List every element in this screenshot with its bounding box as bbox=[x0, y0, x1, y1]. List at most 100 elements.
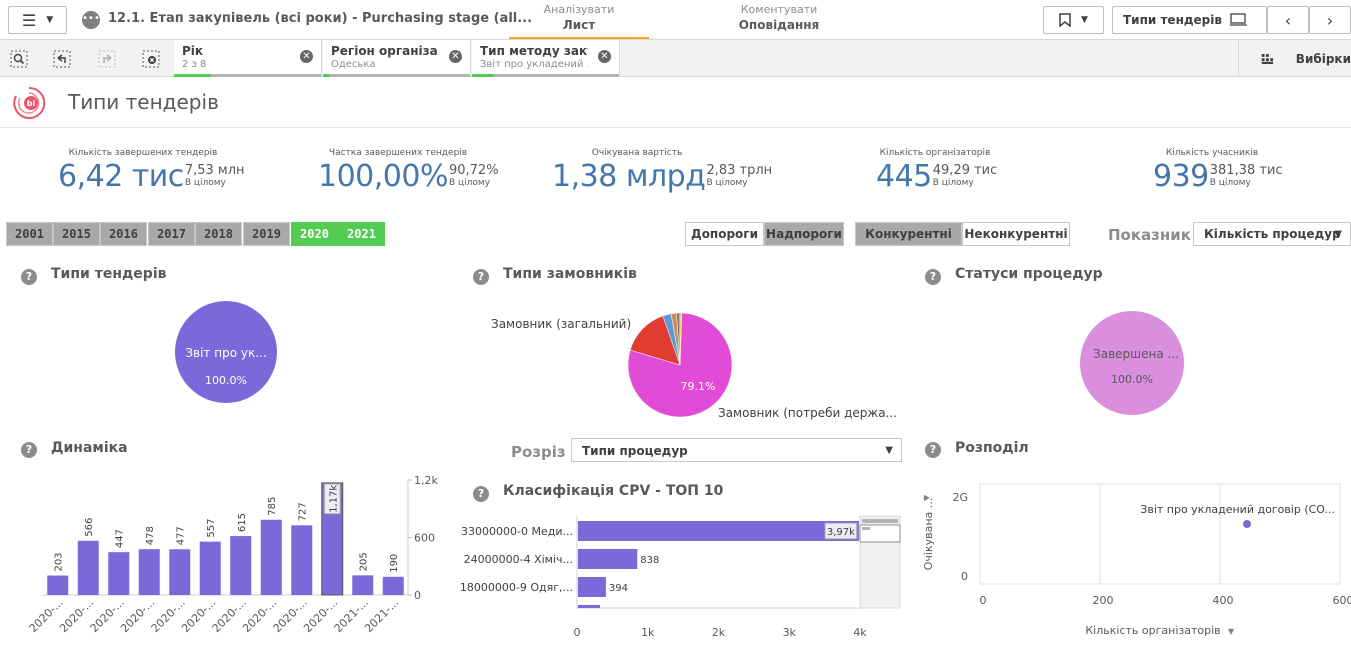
chip-field-name: Тип методу заку... bbox=[480, 44, 588, 58]
smart-search-button[interactable] bbox=[8, 48, 30, 70]
kpi-value: 445 bbox=[876, 159, 932, 194]
scatter-point[interactable] bbox=[1243, 520, 1251, 528]
kpi-total: 7,53 млн bbox=[184, 163, 245, 178]
bar-value-label: 838 bbox=[640, 555, 659, 566]
pie-slice[interactable] bbox=[629, 315, 681, 366]
kpi-total: 90,72% bbox=[448, 163, 499, 178]
bar[interactable] bbox=[230, 536, 252, 595]
close-icon[interactable]: ✕ bbox=[300, 50, 313, 63]
year-button-2021[interactable]: 2021 bbox=[338, 222, 385, 246]
help-icon[interactable]: ? bbox=[473, 269, 489, 285]
non-competitive-button[interactable]: Неконкурентні bbox=[962, 222, 1070, 246]
kpi-participants: Кількість учасників 939 381,38 тис В цілом… bbox=[1153, 148, 1283, 194]
selections-tool-button[interactable]: Вибірки bbox=[1238, 40, 1351, 77]
year-button-2017[interactable]: 2017 bbox=[148, 222, 195, 246]
selection-chip-region[interactable]: Регіон організа... Одеська ✕ bbox=[323, 40, 471, 77]
close-icon[interactable]: ✕ bbox=[449, 50, 462, 63]
bar[interactable] bbox=[352, 575, 374, 595]
plot-area bbox=[979, 483, 1341, 585]
sheet-title: Типи тендерів bbox=[68, 90, 219, 114]
previous-sheet-button[interactable]: ‹ bbox=[1267, 6, 1309, 34]
search-selection-icon bbox=[10, 50, 28, 68]
kpi-value: 939 bbox=[1153, 159, 1209, 194]
pie-slice[interactable] bbox=[1080, 311, 1184, 415]
x-axis-label[interactable]: Кількість організаторів bbox=[1085, 624, 1220, 637]
bar-value-label: 203 bbox=[54, 552, 65, 571]
panel-title-customer-types: Типи замовників bbox=[503, 266, 637, 282]
year-button-2016[interactable]: 2016 bbox=[100, 222, 147, 246]
chevron-down-icon[interactable]: ▼ bbox=[1228, 627, 1235, 636]
bar-value-label: 3,97k bbox=[827, 527, 855, 538]
pie-slice[interactable] bbox=[679, 312, 683, 366]
chevron-down-icon: ▼ bbox=[1334, 229, 1342, 240]
x-tick-label: 1k bbox=[641, 626, 655, 639]
help-icon[interactable]: ? bbox=[473, 486, 489, 502]
global-menu-button[interactable]: ☰ ▼ bbox=[8, 6, 67, 34]
pie-slice[interactable] bbox=[175, 301, 277, 403]
bar[interactable] bbox=[260, 519, 282, 595]
app-icon: ••• bbox=[82, 11, 100, 29]
panel-title-dynamics: Динаміка bbox=[51, 440, 128, 456]
selection-chip-method[interactable]: Тип методу заку... Звіт про укладений ..… bbox=[472, 40, 620, 77]
indicator-label: Показник bbox=[1108, 226, 1191, 244]
tab-narrate[interactable]: Коментувати Оповідання bbox=[709, 2, 849, 39]
year-button-2020[interactable]: 2020 bbox=[291, 222, 338, 246]
x-tick-label: 400 bbox=[1213, 594, 1234, 607]
kpi-label: Кількість завершених тендерів bbox=[68, 148, 218, 158]
bar-value-label: 615 bbox=[237, 513, 248, 532]
help-icon[interactable]: ? bbox=[925, 269, 941, 285]
bar[interactable] bbox=[578, 549, 638, 569]
sheet-selector[interactable]: Типи тендерів bbox=[1112, 6, 1267, 34]
year-button-2015[interactable]: 2015 bbox=[53, 222, 100, 246]
help-icon[interactable]: ? bbox=[21, 442, 37, 458]
clear-all-button[interactable] bbox=[140, 48, 162, 70]
indicator-dropdown[interactable]: Кількість процедур ▼ bbox=[1193, 222, 1351, 246]
axis-expand-icon[interactable]: ▶ bbox=[924, 493, 931, 502]
chip-state-bar bbox=[323, 74, 470, 77]
bar[interactable] bbox=[578, 577, 606, 597]
step-back-button[interactable] bbox=[51, 48, 73, 70]
bar[interactable] bbox=[382, 576, 404, 595]
bar[interactable] bbox=[108, 552, 130, 595]
bar[interactable] bbox=[578, 521, 859, 541]
selection-chip-year[interactable]: Рік 2 з 8 ✕ bbox=[174, 40, 322, 77]
below-threshold-button[interactable]: Допороги bbox=[685, 222, 764, 246]
kpi-total-caption: В цілому bbox=[448, 178, 491, 188]
year-button-2018[interactable]: 2018 bbox=[195, 222, 242, 246]
kpi-completed-share: Частка завершених тендерів 100,00% 90,72%… bbox=[318, 148, 499, 194]
bar[interactable] bbox=[199, 541, 221, 595]
x-tick-label: 600 bbox=[1333, 594, 1351, 607]
x-tick-label: 2k bbox=[712, 626, 726, 639]
year-button-2019[interactable]: 2019 bbox=[243, 222, 290, 246]
bookmarks-button[interactable]: ▼ bbox=[1043, 6, 1104, 34]
kpi-completed-tenders: Кількість завершених тендерів 6,42 тис 7,… bbox=[58, 148, 245, 194]
bar[interactable] bbox=[47, 575, 69, 595]
bar-value-label: 785 bbox=[267, 497, 278, 516]
step-forward-button[interactable] bbox=[96, 48, 118, 70]
bookmark-icon bbox=[1059, 13, 1071, 27]
category-label: 18000000-9 Одяг,... bbox=[460, 581, 573, 594]
bar-value-label: 205 bbox=[359, 552, 370, 571]
chip-state-bar bbox=[174, 74, 321, 77]
chevron-right-icon: › bbox=[1326, 10, 1334, 30]
y-axis-label[interactable]: Очікувана ... bbox=[922, 498, 935, 571]
dynamics-bar-chart: 1,2k60002032020-...5662020-...4472020-..… bbox=[27, 474, 439, 635]
clear-selections-icon bbox=[142, 50, 160, 68]
close-icon[interactable]: ✕ bbox=[598, 50, 611, 63]
bar[interactable] bbox=[138, 549, 160, 595]
slice-dropdown[interactable]: Типи процедур ▼ bbox=[571, 438, 902, 462]
tab-analyze[interactable]: Аналізувати Лист bbox=[509, 2, 649, 39]
bar[interactable] bbox=[169, 549, 191, 595]
help-icon[interactable]: ? bbox=[925, 442, 941, 458]
bar[interactable] bbox=[77, 540, 99, 595]
mini-bar bbox=[862, 519, 898, 523]
year-button-2001[interactable]: 2001 bbox=[6, 222, 53, 246]
bar[interactable] bbox=[291, 525, 313, 595]
procedure-statuses-pie: Завершена ... 100.0% bbox=[1080, 311, 1184, 415]
next-sheet-button[interactable]: › bbox=[1309, 6, 1351, 34]
kpi-total-caption: В цілому bbox=[184, 178, 226, 188]
competitive-button[interactable]: Конкурентні bbox=[855, 222, 962, 246]
above-threshold-button[interactable]: Надпороги bbox=[764, 222, 844, 246]
tab-analyze-caption: Аналізувати bbox=[543, 3, 615, 16]
help-icon[interactable]: ? bbox=[21, 269, 37, 285]
